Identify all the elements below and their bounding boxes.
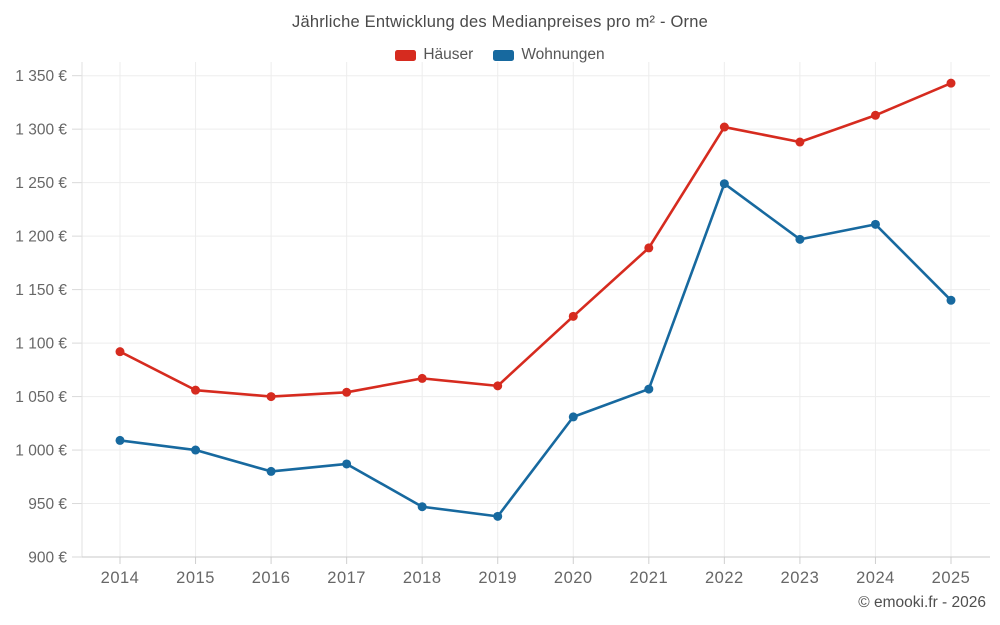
legend-swatch-wohnungen xyxy=(493,49,515,61)
y-tick-label: 1 050 € xyxy=(15,389,67,406)
x-tick-label: 2015 xyxy=(176,569,215,587)
data-point-wohnungen-2025[interactable] xyxy=(946,295,956,305)
data-point-häuser-2025[interactable] xyxy=(946,78,956,88)
data-point-wohnungen-2023[interactable] xyxy=(795,234,805,244)
legend-item-haeuser[interactable]: Häuser xyxy=(395,46,473,64)
series-line-häuser xyxy=(118,81,953,398)
legend-label-haeuser: Häuser xyxy=(423,46,474,63)
data-point-häuser-2018[interactable] xyxy=(417,373,427,383)
chart-title: Jährliche Entwicklung des Medianpreises … xyxy=(292,13,708,31)
y-tick-label: 1 000 € xyxy=(15,443,67,460)
data-point-wohnungen-2022[interactable] xyxy=(719,179,729,189)
x-tick-label: 2019 xyxy=(478,569,517,587)
series-line-wohnungen xyxy=(118,182,953,518)
x-tick-label: 2016 xyxy=(252,569,291,587)
credit-text: © emooki.fr - 2026 xyxy=(858,594,986,611)
data-point-häuser-2016[interactable] xyxy=(266,392,276,402)
data-point-häuser-2022[interactable] xyxy=(719,122,729,132)
data-point-häuser-2020[interactable] xyxy=(568,311,578,321)
data-point-häuser-2019[interactable] xyxy=(493,381,503,391)
legend-item-wohnungen[interactable]: Wohnungen xyxy=(493,46,605,64)
y-tick-label: 900 € xyxy=(28,550,67,567)
y-tick-label: 950 € xyxy=(28,496,67,513)
data-point-wohnungen-2020[interactable] xyxy=(568,412,578,422)
data-point-wohnungen-2014[interactable] xyxy=(115,435,125,445)
legend-label-wohnungen: Wohnungen xyxy=(521,46,605,63)
y-tick-label: 1 300 € xyxy=(15,122,67,139)
x-tick-label: 2014 xyxy=(101,569,140,587)
x-tick-label: 2017 xyxy=(327,569,366,587)
data-point-häuser-2014[interactable] xyxy=(115,347,125,357)
x-tick-label: 2020 xyxy=(554,569,593,587)
data-point-wohnungen-2015[interactable] xyxy=(191,445,201,455)
data-point-wohnungen-2021[interactable] xyxy=(644,384,654,394)
x-tick-label: 2023 xyxy=(781,569,820,587)
data-point-wohnungen-2019[interactable] xyxy=(493,511,503,521)
data-point-häuser-2023[interactable] xyxy=(795,137,805,147)
data-point-wohnungen-2024[interactable] xyxy=(870,219,880,229)
data-point-häuser-2017[interactable] xyxy=(342,387,352,397)
data-point-häuser-2024[interactable] xyxy=(870,110,880,120)
x-tick-label: 2021 xyxy=(629,569,668,587)
data-point-häuser-2021[interactable] xyxy=(644,243,654,253)
x-tick-label: 2018 xyxy=(403,569,442,587)
x-tick-label: 2024 xyxy=(856,569,895,587)
data-point-wohnungen-2016[interactable] xyxy=(266,466,276,476)
data-point-häuser-2015[interactable] xyxy=(191,385,201,395)
x-tick-label: 2025 xyxy=(932,569,971,587)
y-tick-label: 1 200 € xyxy=(15,229,67,246)
y-tick-label: 1 150 € xyxy=(15,282,67,299)
y-tick-label: 1 100 € xyxy=(15,336,67,353)
chart-legend: Häuser Wohnungen xyxy=(0,46,1000,64)
y-tick-label: 1 250 € xyxy=(15,175,67,192)
x-tick-label: 2022 xyxy=(705,569,744,587)
legend-swatch-haeuser xyxy=(395,49,417,61)
data-point-wohnungen-2018[interactable] xyxy=(417,502,427,512)
data-point-wohnungen-2017[interactable] xyxy=(342,459,352,469)
y-tick-label: 1 350 € xyxy=(15,68,67,85)
